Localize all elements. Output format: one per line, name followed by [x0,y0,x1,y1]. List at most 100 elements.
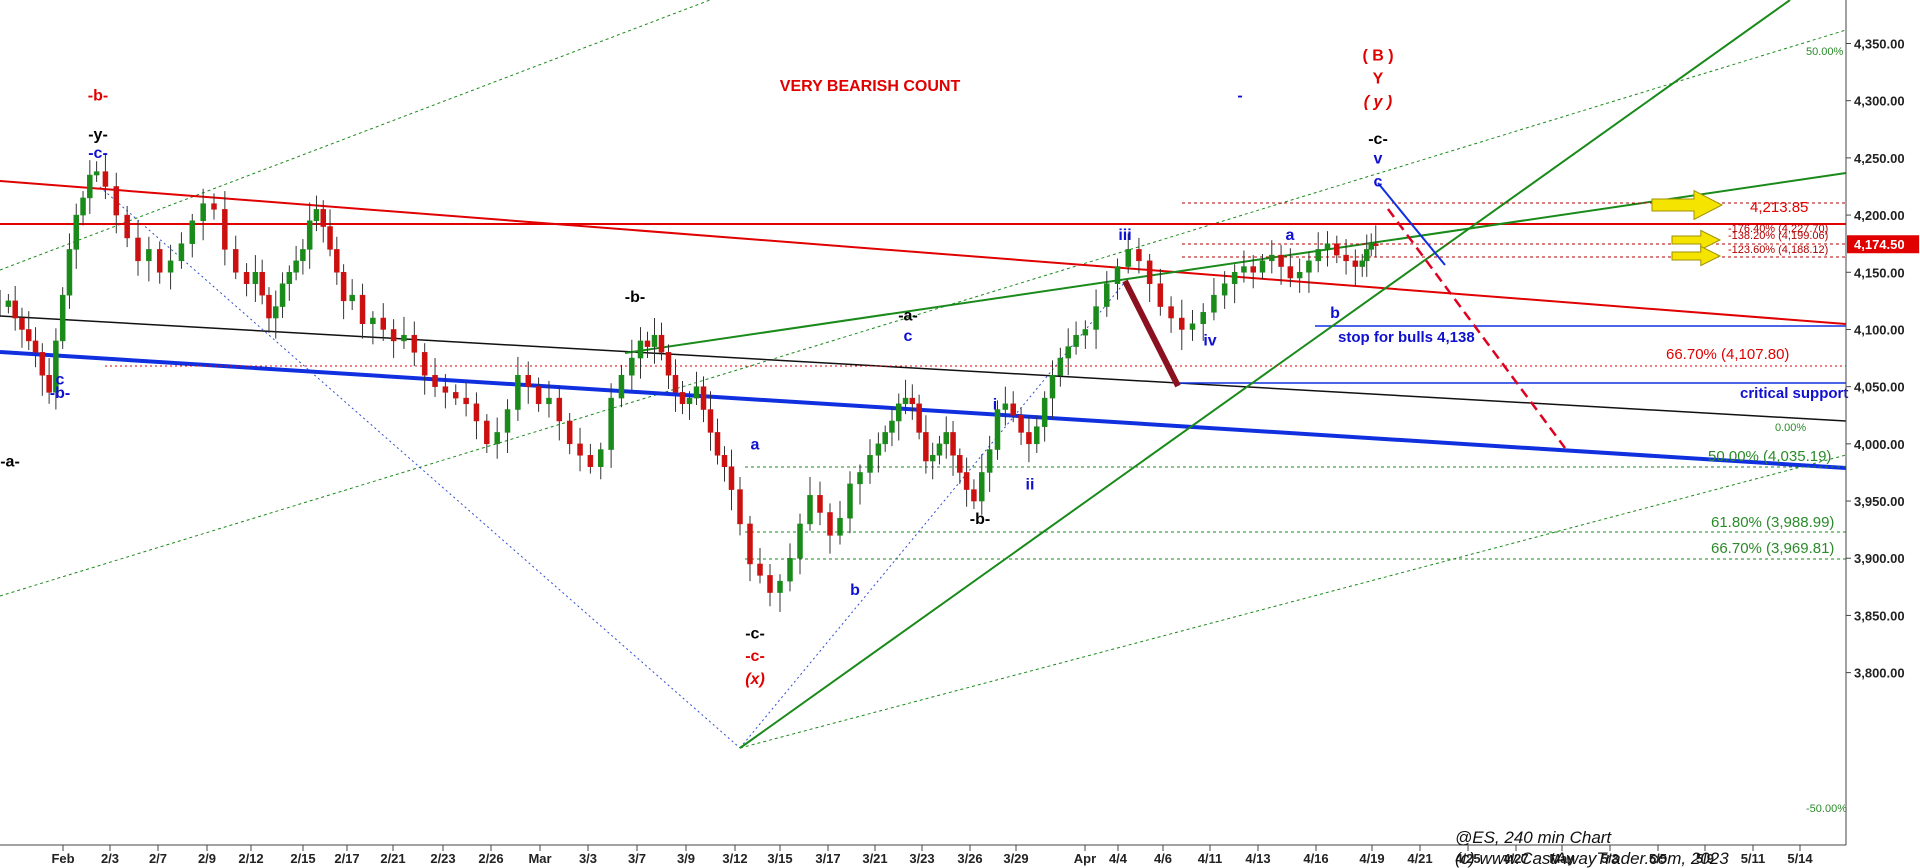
wave-label: c [56,371,65,388]
candle [1157,268,1164,316]
candle [1125,233,1131,274]
y-tick-label: 4,200.00 [1854,208,1905,223]
wave-label: -b- [50,385,70,402]
candle [577,427,583,472]
x-tick-label: 3/15 [767,851,792,866]
candle [587,443,594,474]
candle [167,244,174,290]
candle [12,285,18,331]
fib-level-label: -176.40% (4,227.70) [1728,223,1828,235]
wave-label: -b- [970,511,990,528]
candle [608,383,614,468]
x-tick-label: 3/23 [909,851,934,866]
x-tick-label: 5/5 [1649,851,1667,866]
candle [293,245,299,281]
x-tick-label: 3/17 [815,851,840,866]
x-tick-label: 4/6 [1154,851,1172,866]
candle [59,287,66,349]
candle [259,259,265,305]
candle [857,464,863,505]
candle [1324,231,1331,267]
x-tick-label: Feb [51,851,74,866]
candle [1221,271,1228,309]
candle [1189,310,1196,341]
blue-dotted-wave-line-down [99,186,741,749]
candle [102,153,109,200]
x-tick-label: 4/27 [1503,851,1528,866]
fib-level-label: 4,213.85 [1750,199,1808,216]
candle [1093,289,1099,349]
candle [728,449,735,511]
candle [777,574,783,612]
fib-level-label: -138.20% (4,199.06) [1728,230,1828,242]
candle [1278,244,1284,285]
candle [484,414,490,454]
candle [525,361,531,404]
x-tick-label: 2/3 [101,851,119,866]
candle [936,435,943,465]
candle [113,172,120,234]
candle [411,321,418,367]
candle [721,446,728,482]
candle [473,392,480,440]
x-tick-label: Mar [528,851,551,866]
last-price-label: 4,174.50 [1854,237,1905,252]
candle [979,454,985,515]
candle [971,479,977,510]
x-tick-label: 4/25 [1455,851,1480,866]
candle [421,343,428,395]
candle [1010,391,1016,423]
wave-label: ii [1026,477,1035,494]
candle [340,264,347,320]
candle [463,382,469,417]
wave-label: -c- [745,625,765,642]
fib-level-label: stop for bulls 4,138 [1338,329,1475,346]
wave-label: iii [1118,227,1131,244]
candle [767,563,773,607]
blue-forecast-leg [1377,182,1446,266]
wave-label: a [1286,227,1295,244]
candle [707,391,714,451]
candle [827,503,833,554]
wave-label: -y- [88,127,108,144]
candle [787,543,793,592]
fib-level-label: 50.00% (4,035.19) [1708,448,1831,465]
x-tick-label: 2/7 [149,851,167,866]
candle [757,547,763,584]
candle [349,279,355,311]
fib-level-label: 50.00% [1806,46,1844,58]
y-tick-label: 4,300.00 [1854,94,1905,109]
candle [1287,248,1294,288]
candle [807,477,813,531]
x-tick-label: 4/11 [1198,851,1223,866]
candle [359,283,366,339]
candle [986,435,993,492]
candle [320,200,326,243]
candle [1269,240,1275,274]
y-tick-label: 3,950.00 [1854,494,1905,509]
candle [1168,296,1174,333]
x-tick-label: 4/13 [1245,851,1270,866]
candle [1259,253,1266,280]
candle [747,515,753,582]
candle [1034,415,1040,454]
candle [26,311,32,351]
candle [380,303,386,341]
candle [847,471,853,534]
wave-label: - [1237,88,1242,105]
candle [963,457,970,507]
candle [644,331,651,359]
wave-label: a [751,437,760,454]
y-tick-label: 3,850.00 [1854,608,1905,623]
candle [1065,328,1071,376]
wave-label: -c- [1368,131,1388,148]
x-tick-label: 3/7 [628,851,646,866]
candle [1315,232,1321,273]
candle [252,255,259,303]
candle [135,220,141,276]
y-tick-label: 4,150.00 [1854,265,1905,280]
candle [1200,303,1206,341]
green-dotted-channel-middle [0,29,1847,597]
candle [1241,250,1247,283]
wave-label: ( B ) [1362,48,1393,65]
